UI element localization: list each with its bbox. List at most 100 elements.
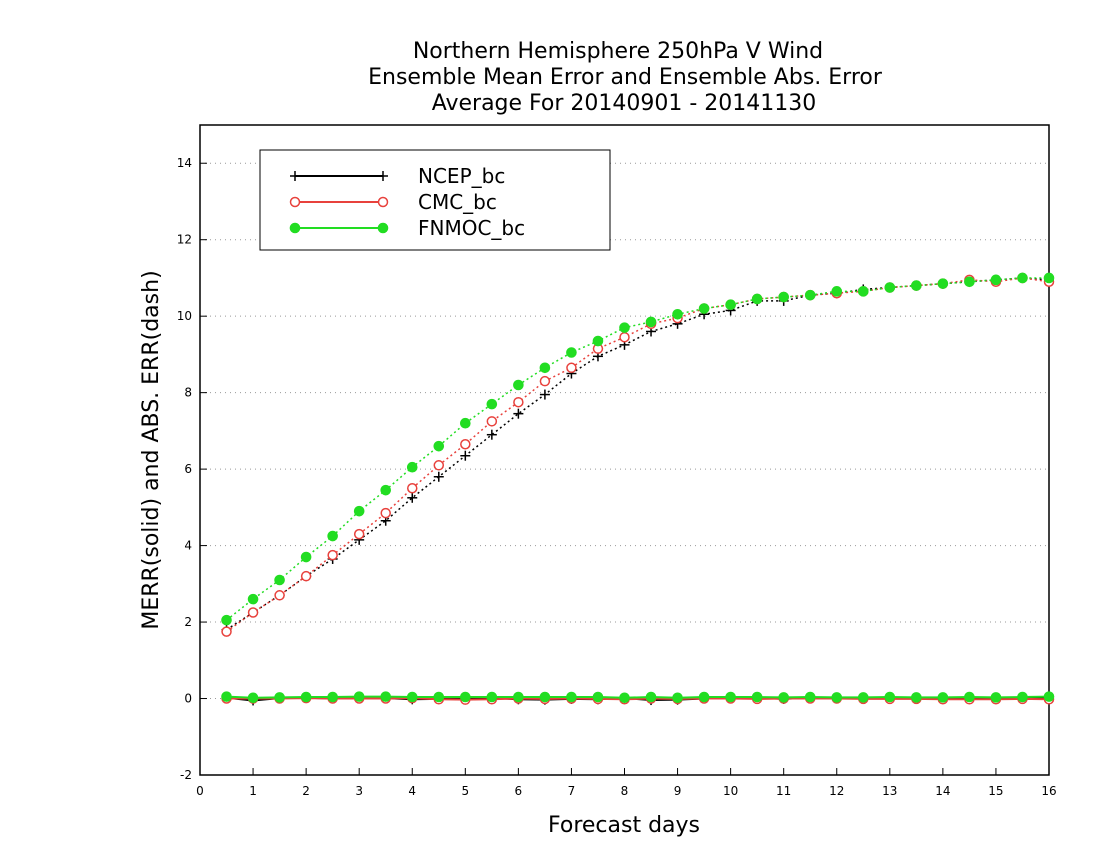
legend-marker xyxy=(377,222,389,234)
y-tick-label: -2 xyxy=(180,768,192,782)
x-tick-label: 13 xyxy=(882,784,897,798)
legend-marker xyxy=(290,171,300,181)
abs-err-point-cmc-bc xyxy=(247,607,259,618)
abs-err-point-cmc-bc xyxy=(566,362,577,374)
merr-point-fnmoc-bc xyxy=(221,691,232,702)
merr-point-fnmoc-bc xyxy=(513,691,524,703)
merr-point-fnmoc-bc xyxy=(725,691,736,703)
x-tick-label: 7 xyxy=(568,784,576,798)
abs-err-point-fnmoc-bc xyxy=(380,484,392,496)
merr-point-fnmoc-bc xyxy=(884,691,896,703)
abs-err-line-cmc-bc xyxy=(226,277,1050,633)
x-tick-label: 11 xyxy=(776,784,791,798)
y-axis-label: MERR(solid) and ABS. ERR(dash) xyxy=(139,270,164,629)
merr-point-fnmoc-bc xyxy=(300,691,312,703)
legend-label: NCEP_bc xyxy=(418,164,505,188)
abs-err-point-fnmoc-bc xyxy=(274,574,285,586)
y-tick-label: 2 xyxy=(184,615,192,629)
legend-entry-cmc-bc: CMC_bc xyxy=(289,190,497,214)
merr-point-fnmoc-bc xyxy=(353,691,365,702)
x-tick-label: 1 xyxy=(249,784,257,798)
abs-err-point-ncep-bc xyxy=(539,389,550,400)
merr-point-fnmoc-bc xyxy=(592,691,604,703)
merr-point-fnmoc-bc xyxy=(831,692,843,703)
merr-point-fnmoc-bc xyxy=(274,692,285,703)
abs-err-point-fnmoc-bc xyxy=(937,278,949,289)
abs-err-line-fnmoc-bc xyxy=(226,277,1049,621)
x-tick-label: 15 xyxy=(988,784,1003,798)
abs-err-point-ncep-bc xyxy=(513,408,524,419)
abs-err-point-ncep-bc xyxy=(460,450,471,461)
merr-point-fnmoc-bc xyxy=(1043,691,1055,702)
merr-point-fnmoc-bc xyxy=(247,692,259,704)
abs-err-point-fnmoc-bc xyxy=(353,505,365,517)
abs-err-point-fnmoc-bc xyxy=(486,398,498,410)
title-line-3: Average For 20140901 - 20141130 xyxy=(432,91,817,116)
x-tick-label: 10 xyxy=(723,784,738,798)
abs-err-point-fnmoc-bc xyxy=(645,316,657,328)
abs-err-point-fnmoc-bc xyxy=(751,293,763,305)
merr-point-fnmoc-bc xyxy=(778,692,789,703)
merr-point-fnmoc-bc xyxy=(804,691,816,703)
abs-err-point-fnmoc-bc xyxy=(247,593,259,605)
merr-point-fnmoc-bc xyxy=(990,692,1002,703)
x-tick-label: 16 xyxy=(1041,784,1056,798)
legend-entry-ncep-bc: NCEP_bc xyxy=(290,164,505,188)
merr-point-fnmoc-bc xyxy=(486,691,498,703)
legend-marker xyxy=(289,222,301,234)
legend-marker xyxy=(377,196,389,208)
abs-err-point-cmc-bc xyxy=(539,375,551,387)
chart-title: Northern Hemisphere 250hPa V Wind Ensemb… xyxy=(368,39,883,116)
abs-err-point-fnmoc-bc xyxy=(619,322,630,333)
abs-err-point-cmc-bc xyxy=(486,416,498,427)
abs-err-point-fnmoc-bc xyxy=(566,347,577,358)
merr-point-fnmoc-bc xyxy=(406,691,418,703)
x-tick-label: 12 xyxy=(829,784,844,798)
merr-point-fnmoc-bc xyxy=(672,692,683,704)
merr-point-fnmoc-bc xyxy=(327,691,338,703)
abs-err-point-cmc-bc xyxy=(327,549,338,561)
x-axis-label: Forecast days xyxy=(548,813,700,838)
abs-err-point-fnmoc-bc xyxy=(460,417,471,429)
y-tick-label: 14 xyxy=(177,156,192,170)
merr-point-fnmoc-bc xyxy=(460,691,471,703)
legend-marker xyxy=(289,196,301,208)
abs-err-point-cmc-bc xyxy=(221,626,232,637)
merr-point-fnmoc-bc xyxy=(566,691,577,703)
series-ncep-bc xyxy=(221,272,1054,706)
abs-err-point-fnmoc-bc xyxy=(778,291,789,303)
y-tick-label: 0 xyxy=(184,692,192,706)
abs-err-point-fnmoc-bc xyxy=(406,461,418,473)
legend-marker xyxy=(378,171,388,181)
x-tick-label: 8 xyxy=(621,784,629,798)
abs-err-point-ncep-bc xyxy=(407,492,418,503)
x-tick-label: 9 xyxy=(674,784,682,798)
abs-err-point-fnmoc-bc xyxy=(327,530,338,542)
abs-err-point-fnmoc-bc xyxy=(433,440,445,452)
abs-err-point-fnmoc-bc xyxy=(539,362,551,374)
abs-err-point-cmc-bc xyxy=(380,507,391,519)
merr-point-fnmoc-bc xyxy=(751,691,763,703)
abs-err-point-fnmoc-bc xyxy=(221,614,232,626)
y-tick-label: 10 xyxy=(177,309,192,323)
merr-point-fnmoc-bc xyxy=(698,691,710,703)
abs-err-point-fnmoc-bc xyxy=(884,282,896,293)
abs-err-point-ncep-bc xyxy=(486,429,497,440)
merr-point-fnmoc-bc xyxy=(1017,691,1028,703)
merr-point-fnmoc-bc xyxy=(380,691,392,702)
legend-entry-fnmoc-bc: FNMOC_bc xyxy=(289,216,525,240)
abs-err-point-cmc-bc xyxy=(300,570,312,582)
merr-point-fnmoc-bc xyxy=(911,692,922,703)
x-tick-label: 3 xyxy=(355,784,363,798)
abs-err-point-fnmoc-bc xyxy=(804,289,816,301)
y-tick-label: 4 xyxy=(184,539,192,553)
merr-line-fnmoc-bc xyxy=(226,695,1050,699)
abs-err-point-fnmoc-bc xyxy=(857,286,869,297)
x-tick-label: 2 xyxy=(302,784,310,798)
abs-err-point-ncep-bc xyxy=(433,471,444,482)
abs-err-point-fnmoc-bc xyxy=(672,308,683,320)
